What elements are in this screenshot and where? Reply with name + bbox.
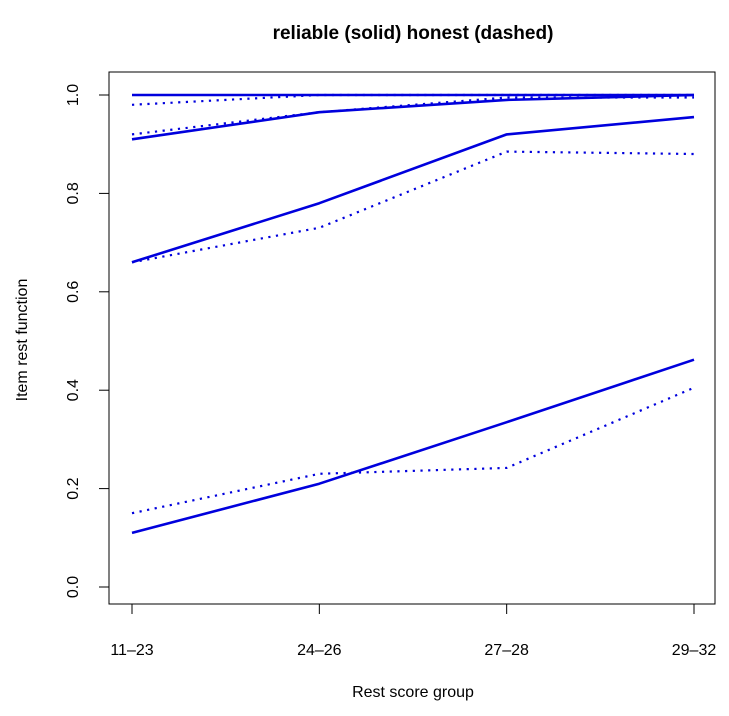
series-layer <box>131 93 695 535</box>
y-tick-label: 0.0 <box>65 576 82 598</box>
y-tick-label: 0.8 <box>65 182 82 204</box>
y-tick-label: 1.0 <box>65 84 82 106</box>
plot-frame <box>108 71 716 605</box>
series-line-honest-5 <box>131 93 694 106</box>
y-tick-label: 0.2 <box>65 477 82 499</box>
x-axis-label: Rest score group <box>352 684 474 701</box>
series-line-honest-7 <box>131 150 695 264</box>
series-line-reliable-4 <box>131 358 695 535</box>
series-line-reliable-3 <box>131 115 695 264</box>
x-tick-label: 27–28 <box>484 642 529 659</box>
y-tick-label: 0.4 <box>65 379 82 401</box>
x-tick-label: 29–32 <box>672 642 717 659</box>
series-line-honest-8 <box>131 386 695 515</box>
y-tick-label: 0.6 <box>65 281 82 303</box>
x-tick-label: 24–26 <box>297 642 342 659</box>
x-tick-label: 11–23 <box>110 642 153 659</box>
y-axis: 0.0 0.2 0.4 0.6 0.8 1.0 <box>65 84 110 598</box>
series-line-reliable-2 <box>131 93 695 141</box>
series-line-honest-6 <box>131 96 694 136</box>
chart-title: reliable (solid) honest (dashed) <box>273 23 554 44</box>
x-axis: 11–23 24–26 27–28 29–32 <box>110 603 717 659</box>
y-axis-label: Item rest function <box>14 279 31 402</box>
